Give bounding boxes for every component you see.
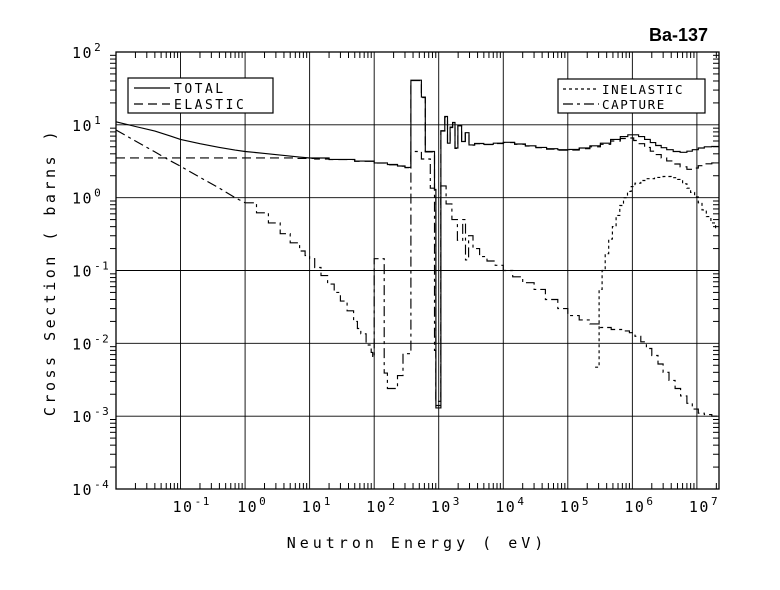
- x-tick-label-1e2: 102: [366, 495, 396, 516]
- x-tick-label-1e3: 103: [431, 495, 461, 516]
- x-tick-label-1e-1: 10-1: [173, 495, 211, 516]
- x-tick-label-1e0: 100: [237, 495, 267, 516]
- legend-label-total: TOTAL: [174, 82, 226, 97]
- y-tick-label-1e-3: 10-3: [72, 405, 110, 426]
- legend-label-elastic: ELASTIC: [174, 98, 246, 113]
- capture-curve: [115, 129, 719, 417]
- x-tick-label-1e7: 107: [689, 495, 719, 516]
- total-curve: [115, 79, 719, 407]
- legend-left: TOTAL ELASTIC: [127, 77, 274, 114]
- x-tick-label-1e1: 101: [302, 495, 332, 516]
- inelastic-curve: [595, 175, 719, 368]
- y-tick-label-1e-1: 10-1: [72, 260, 110, 281]
- x-tick-label-1e4: 104: [495, 495, 525, 516]
- legend-left-box: [127, 77, 274, 114]
- legend-right: INELASTIC CAPTURE: [557, 78, 706, 114]
- y-tick-label-1e2: 102: [72, 41, 102, 62]
- x-tick-label-1e6: 106: [624, 495, 654, 516]
- legend-label-capture: CAPTURE: [602, 97, 666, 112]
- legend-label-inelastic: INELASTIC: [602, 82, 684, 97]
- legend-right-box: [557, 78, 706, 114]
- y-tick-label-1e-2: 10-2: [72, 332, 110, 353]
- x-axis-title: Neutron Energy ( eV): [287, 534, 548, 552]
- chart-title: Ba-137: [649, 25, 708, 45]
- plot-layer: 10-1 100 101 102 103 104 105 106 107 102 101 100 10-…: [72, 41, 719, 516]
- y-tick-label-1e1: 101: [72, 114, 102, 135]
- x-tick-label-1e5: 105: [560, 495, 590, 516]
- y-axis-title: Cross Section ( barns ): [41, 128, 59, 416]
- y-tick-label-1e-4: 10-4: [72, 478, 110, 499]
- plot-border: [115, 51, 720, 490]
- y-tick-label-1e0: 100: [72, 187, 102, 208]
